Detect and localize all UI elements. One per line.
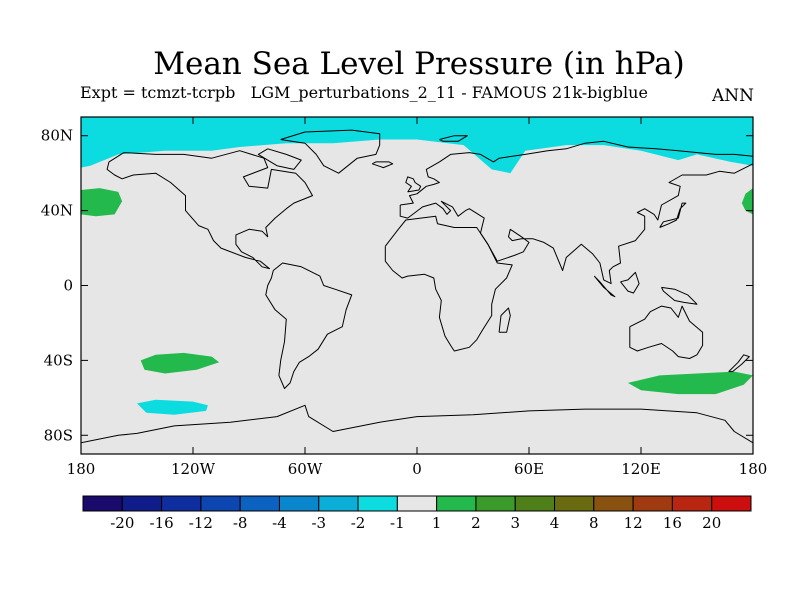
colorbar-swatch [82, 495, 123, 512]
colorbar-label: 2 [471, 514, 481, 532]
coastline-svalbard [439, 135, 468, 142]
colorbar-swatch [514, 495, 556, 512]
colorbar-swatch [318, 495, 359, 512]
colorbar-swatch [632, 495, 673, 512]
colorbar-label: -3 [311, 514, 326, 532]
coastline-new-guinea [661, 286, 698, 305]
x-axis: 180 120W 60W 0 60E 120E 180 [67, 117, 768, 478]
colorbar-label: 8 [589, 514, 599, 532]
colorbar: -20 -16 -12 -8 -4 -3 -2 -1 1 2 3 4 8 12 16 20 [82, 495, 752, 532]
coastline-south-america [265, 262, 353, 389]
colorbar-label: 3 [510, 514, 520, 532]
y-axis: 80N 40N 0 40S 80S [41, 127, 753, 444]
region-spacific-negative [137, 399, 208, 415]
colorbar-swatch [161, 495, 202, 512]
coastline-britain [405, 176, 422, 193]
region-npacific-positive [81, 188, 123, 217]
y-tick-label: 40S [44, 351, 73, 369]
map-background [81, 117, 753, 454]
region-npacific-positive-east [741, 188, 753, 215]
colorbar-label: 1 [432, 514, 442, 532]
y-tick-label: 40N [41, 202, 73, 220]
colorbar-swatch [671, 495, 713, 512]
x-tick-label: 120E [621, 460, 661, 478]
anomaly-regions [81, 117, 753, 415]
colorbar-swatch [121, 495, 163, 512]
coastline-new-zealand [728, 354, 750, 373]
colorbar-swatch [436, 495, 477, 512]
colorbar-label: -16 [150, 514, 174, 532]
coastline-borneo [620, 271, 640, 294]
colorbar-label: -1 [390, 514, 405, 532]
coastlines [81, 129, 753, 444]
colorbar-label: -8 [233, 514, 248, 532]
colorbar-label: -2 [351, 514, 366, 532]
colorbar-label: -4 [272, 514, 287, 532]
colorbar-swatch [396, 495, 438, 512]
x-tick-label: 120W [171, 460, 216, 478]
colorbar-swatch [278, 495, 320, 512]
colorbar-label: -20 [110, 514, 134, 532]
coastline-australia [629, 305, 704, 359]
colorbar-label: -12 [189, 514, 213, 532]
coastline-sumatra [593, 275, 616, 298]
coastline-africa [384, 215, 513, 352]
experiment-description: LGM_perturbations_2_11 - FAMOUS 21k-bigb… [250, 83, 648, 102]
chart-title: Mean Sea Level Pressure (in hPa) [153, 46, 685, 82]
colorbar-swatch [475, 495, 516, 512]
x-tick-label: 180 [739, 460, 768, 478]
y-tick-label: 80N [41, 127, 73, 145]
coastline-madagascar [498, 307, 511, 333]
coastline-antarctica [81, 404, 753, 444]
y-tick-label: 0 [63, 277, 73, 295]
experiment-label: Expt = tcmzt-tcrpb [80, 83, 236, 102]
x-tick-label: 180 [67, 460, 96, 478]
x-tick-label: 60E [514, 460, 544, 478]
colorbar-swatch [357, 495, 398, 512]
colorbar-label: 16 [663, 514, 682, 532]
coastline-north-america [106, 150, 313, 270]
coastline-greenland [280, 129, 381, 174]
colorbar-label: 12 [624, 514, 643, 532]
region-spacific-positive [140, 352, 220, 374]
season-label: ANN [711, 86, 754, 106]
coastline-eurasia [399, 140, 753, 285]
colorbar-swatch [711, 495, 752, 512]
colorbar-swatch [593, 495, 634, 512]
region-southern-ocean-positive [627, 371, 753, 395]
y-tick-label: 80S [44, 426, 73, 444]
colorbar-swatch [200, 495, 241, 512]
colorbar-swatch [239, 495, 280, 512]
colorbar-label: 20 [702, 514, 721, 532]
coastline-baffin [257, 148, 302, 170]
coastline-iceland [371, 161, 394, 169]
chart-subtitle: Expt = tcmzt-tcrpb LGM_perturbations_2_1… [80, 83, 648, 103]
colorbar-swatch [554, 495, 595, 512]
x-tick-label: 60W [288, 460, 323, 478]
coastline-japan [659, 202, 687, 228]
region-arctic-negative [81, 117, 753, 174]
x-tick-label: 0 [412, 460, 422, 478]
colorbar-label: 4 [550, 514, 560, 532]
